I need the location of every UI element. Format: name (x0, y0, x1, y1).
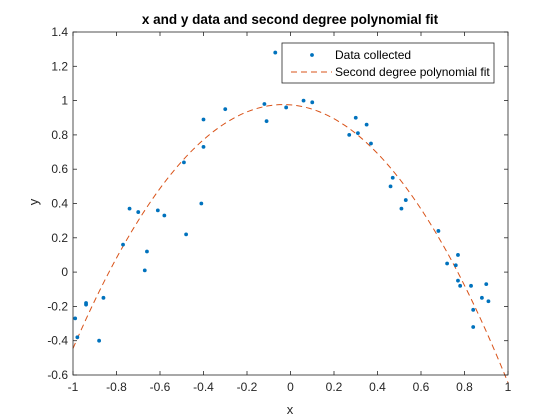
data-point (284, 105, 289, 110)
y-tick-label: 1.2 (51, 59, 68, 73)
data-point (453, 263, 458, 268)
data-point (223, 107, 228, 112)
data-point (75, 335, 80, 340)
legend-marker-data (310, 53, 314, 57)
data-point (369, 141, 373, 146)
x-tick-label: -1 (68, 380, 79, 394)
legend-box (281, 42, 495, 84)
x-tick-label: 0.2 (326, 380, 343, 394)
data-point (262, 102, 267, 106)
data-point (121, 242, 125, 247)
plot-area (73, 32, 508, 375)
x-tick-label: -0.4 (193, 380, 214, 394)
data-point (445, 261, 449, 266)
data-point (399, 206, 404, 211)
legend: Data collected Second degree polynomial f… (281, 42, 495, 84)
data-point (127, 206, 132, 211)
data-point (301, 98, 306, 103)
y-tick-label: 0.6 (51, 162, 68, 176)
y-tick-label: 0.8 (51, 128, 68, 142)
data-point (101, 295, 106, 300)
data-point (201, 145, 206, 149)
legend-label-fit: Second degree polynomial fit (335, 65, 490, 79)
data-point (155, 208, 160, 213)
data-point (480, 295, 484, 300)
y-tick-label: -0.4 (47, 334, 68, 348)
data-point (73, 316, 78, 321)
y-tick-label: 1 (61, 94, 68, 108)
data-point (201, 117, 206, 122)
x-tick-label: -0.6 (150, 380, 171, 394)
data-point (364, 122, 369, 127)
x-tick-label: 0.4 (369, 380, 386, 394)
y-tick-label: 0 (61, 265, 68, 279)
data-point (388, 184, 393, 189)
data-point (471, 325, 476, 329)
legend-label-data: Data collected (335, 48, 411, 62)
data-point (347, 133, 352, 137)
data-point (471, 307, 476, 312)
data-point (136, 210, 141, 214)
data-point (458, 283, 463, 288)
y-tick-label: 0.2 (51, 231, 68, 245)
y-tick-label: 1.4 (51, 25, 68, 39)
x-tick-label: 0.6 (413, 380, 430, 394)
data-point (486, 299, 491, 304)
x-tick-label: 0.8 (456, 380, 473, 394)
data-point (184, 232, 189, 237)
data-point (469, 283, 473, 288)
data-point (264, 119, 269, 124)
data-point (456, 253, 460, 257)
data-point (390, 175, 395, 180)
data-point (310, 100, 315, 105)
data-point (403, 198, 408, 202)
y-axis-label: y (26, 198, 41, 205)
data-point (142, 268, 147, 273)
data-point (456, 278, 460, 283)
data-point (182, 160, 186, 165)
chart-title: x and y data and second degree polynomia… (142, 12, 439, 27)
y-tick-label: -0.2 (47, 299, 68, 313)
data-point (145, 249, 149, 254)
y-tick-label: 0.4 (51, 197, 68, 211)
data-point (84, 302, 88, 307)
y-tick-label: -0.6 (47, 368, 68, 382)
data-point (353, 115, 358, 120)
x-axis-label: x (287, 402, 294, 417)
data-point (162, 213, 167, 218)
x-tick-label: 0 (287, 380, 294, 394)
data-point (356, 131, 360, 136)
x-tick-label: -0.2 (237, 380, 258, 394)
fit-curve-line (72, 104, 509, 383)
data-point (273, 50, 278, 55)
data-point (484, 282, 489, 287)
data-point (97, 338, 101, 343)
data-point (199, 201, 204, 206)
x-tick-label: 1 (505, 380, 512, 394)
x-tick-label: -0.8 (106, 380, 127, 394)
data-point (436, 229, 441, 233)
